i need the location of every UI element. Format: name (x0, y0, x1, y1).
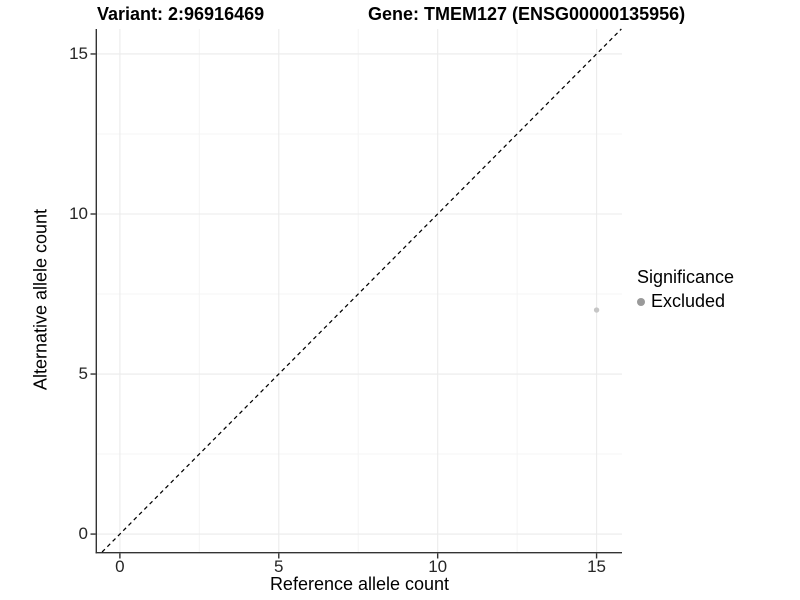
y-tick-label: 10 (69, 204, 88, 223)
legend: Significance Excluded (637, 267, 734, 312)
x-tick-label: 10 (428, 557, 448, 576)
y-tick-label: 15 (69, 43, 88, 63)
data-point (593, 307, 600, 313)
identity-line (101, 28, 622, 553)
plot-panel (90, 28, 622, 559)
x-tick-label: 15 (587, 557, 607, 576)
y-axis-title: Alternative allele count (30, 208, 51, 391)
y-tick-label: 0 (78, 524, 88, 544)
x-tick-label: 0 (115, 557, 125, 576)
variant-title: Variant: 2:96916469 (97, 4, 265, 24)
legend-title: Significance (637, 267, 735, 287)
legend-item-label: Excluded (651, 291, 726, 311)
legend-point-icon (637, 297, 645, 306)
x-axis-title: Reference allele count (269, 574, 450, 594)
y-tick-label: 5 (78, 364, 88, 384)
legend-item-excluded: Excluded (637, 291, 734, 312)
x-tick-label: 5 (274, 557, 284, 576)
gene-title: Gene: TMEM127 (ENSG00000135956) (368, 4, 686, 24)
